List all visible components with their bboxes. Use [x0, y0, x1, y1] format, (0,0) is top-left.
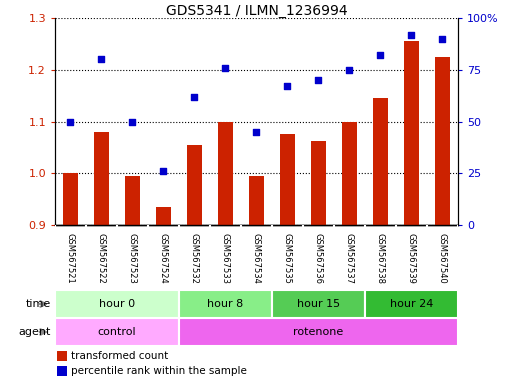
Bar [434, 57, 449, 384]
Text: GDS5341 / ILMN_1236994: GDS5341 / ILMN_1236994 [165, 4, 346, 18]
Bar [217, 121, 233, 384]
Text: GSM567533: GSM567533 [221, 233, 230, 284]
Text: time: time [26, 299, 51, 309]
Point [97, 56, 106, 63]
Text: transformed count: transformed count [71, 351, 168, 361]
Bar [93, 132, 109, 384]
Text: GSM567532: GSM567532 [189, 233, 198, 284]
Text: control: control [97, 327, 136, 337]
Point [376, 52, 384, 58]
Point [283, 83, 291, 89]
Bar [55, 290, 179, 318]
Bar [156, 207, 171, 384]
Text: hour 24: hour 24 [389, 299, 432, 309]
Text: GSM567534: GSM567534 [251, 233, 261, 284]
Bar [364, 290, 457, 318]
Text: rotenone: rotenone [293, 327, 343, 337]
Point [345, 67, 353, 73]
Text: GSM567523: GSM567523 [128, 233, 137, 284]
Text: GSM567524: GSM567524 [159, 233, 168, 283]
Point [407, 31, 415, 38]
Bar [310, 141, 326, 384]
Text: hour 8: hour 8 [207, 299, 243, 309]
Bar [63, 173, 78, 384]
Text: percentile rank within the sample: percentile rank within the sample [71, 366, 246, 376]
Bar [186, 145, 202, 384]
Text: GSM567535: GSM567535 [282, 233, 291, 284]
Point [159, 168, 167, 174]
Point [252, 129, 260, 135]
Point [128, 118, 136, 124]
Point [190, 94, 198, 100]
Bar [179, 290, 272, 318]
Bar [55, 318, 179, 346]
Bar [272, 290, 364, 318]
Bar [279, 134, 294, 384]
Text: GSM567536: GSM567536 [314, 233, 322, 284]
Text: hour 15: hour 15 [296, 299, 339, 309]
Text: GSM567521: GSM567521 [66, 233, 75, 283]
Point [438, 36, 446, 42]
Text: GSM567538: GSM567538 [375, 233, 384, 284]
Text: agent: agent [19, 327, 51, 337]
Bar [341, 121, 357, 384]
Point [66, 118, 74, 124]
Text: GSM567522: GSM567522 [97, 233, 106, 283]
Text: hour 0: hour 0 [99, 299, 135, 309]
Bar [248, 176, 264, 384]
Bar [125, 176, 140, 384]
Text: GSM567539: GSM567539 [406, 233, 415, 284]
Text: GSM567537: GSM567537 [344, 233, 354, 284]
Point [314, 77, 322, 83]
Bar [403, 41, 419, 384]
Point [221, 65, 229, 71]
Text: GSM567540: GSM567540 [437, 233, 446, 283]
Bar [179, 318, 457, 346]
Bar [372, 98, 387, 384]
